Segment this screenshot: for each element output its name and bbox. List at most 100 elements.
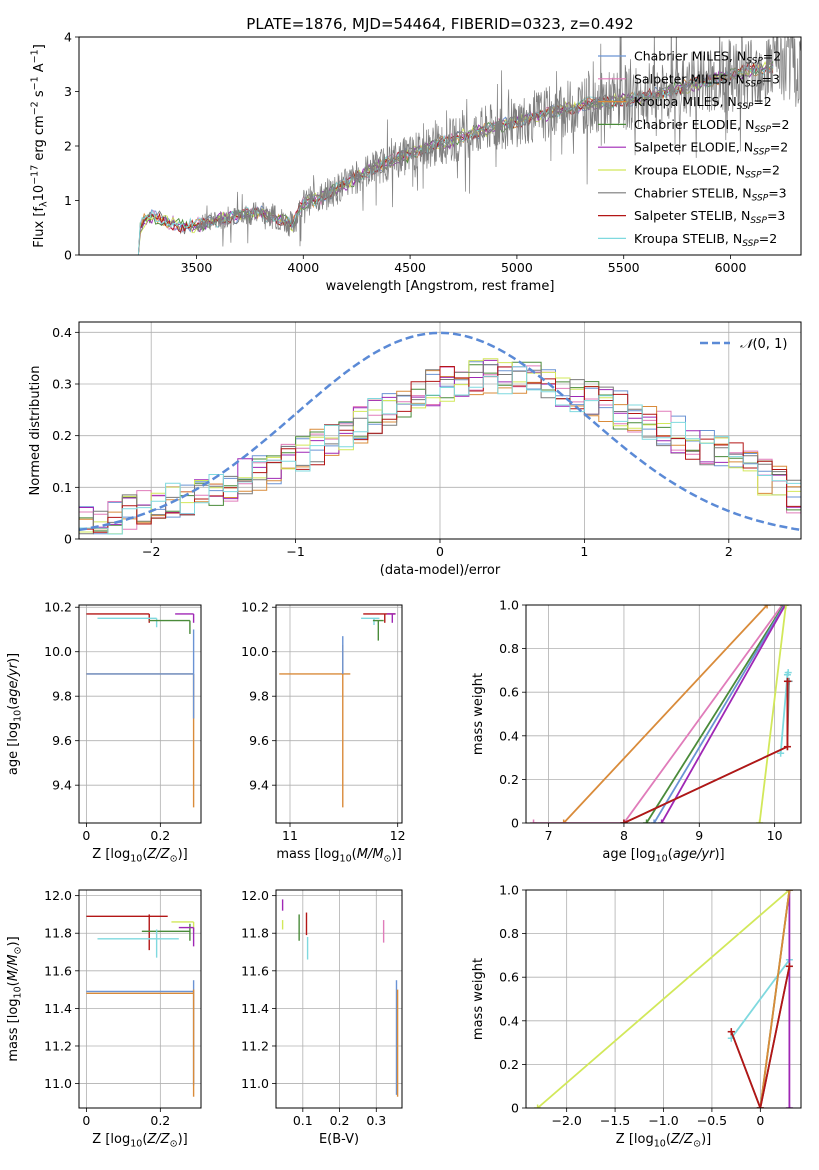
spectrum-ylabel-part: −17 xyxy=(30,165,41,185)
legend-entry: Kroupa ELODIE, NSSP=2 xyxy=(634,163,780,181)
weight-vs-Z-xlabel: Z [log10(Z/Z⊙)] xyxy=(616,1132,711,1150)
weight-vs-Z-xlabel-part: ( xyxy=(666,1132,671,1147)
weight-vs-age-xtick-label: 10 xyxy=(767,828,783,843)
weight-vs-age-plot-area xyxy=(526,605,801,823)
legend-text: Chabrier ELODIE, N xyxy=(634,117,754,132)
mass-weight-line xyxy=(563,605,768,823)
age-vs-mass-ytick-label: 9.6 xyxy=(249,733,269,748)
legend-entry: Kroupa MILES, NSSP=2 xyxy=(634,94,772,112)
legend-text: Kroupa STELIB, N xyxy=(634,231,742,246)
spectrum-xtick-label: 4500 xyxy=(394,260,426,275)
weight-vs-age-xlabel-part: ( xyxy=(668,847,673,862)
mass-weight-line xyxy=(759,890,791,1108)
spectrum-ylabel-part: ] xyxy=(32,44,47,49)
legend-sub: SSP xyxy=(746,57,763,67)
age-vs-Z-ytick-label: 9.4 xyxy=(52,778,72,793)
weight-vs-Z-ylabel-part: mass weight xyxy=(471,958,486,1040)
mass-vs-Z-ylabel-part: M/M xyxy=(6,954,21,981)
mass-vs-Z-xlabel-part: ( xyxy=(142,1132,147,1147)
spectrum-ytick-label: 2 xyxy=(64,139,72,154)
age-vs-mass-xtick-label: 11 xyxy=(282,828,298,843)
spectrum-xlabel: wavelength [Angstrom, rest frame] xyxy=(326,279,555,294)
legend-text: Salpeter STELIB, N xyxy=(634,208,750,223)
weight-vs-Z-ylabel: mass weight xyxy=(471,958,486,1040)
weight-vs-age-ylabel-part: mass weight xyxy=(471,673,486,755)
age-vs-mass-xlabel-part: mass [log xyxy=(276,847,339,862)
legend-text: Salpeter ELODIE, N xyxy=(634,140,753,155)
legend-sub: SSP xyxy=(737,102,754,112)
weight-vs-age-xlabel-part: age/yr xyxy=(673,847,716,862)
spectrum-frame xyxy=(78,36,802,256)
mass-vs-Z-xlabel-part: ⊙ xyxy=(170,1139,178,1150)
weight-vs-age-xlabel-part: age [log xyxy=(602,847,655,862)
spectrum-xtick-label: 5500 xyxy=(608,260,640,275)
age-vs-Z-frame xyxy=(78,604,202,824)
weight-vs-Z-xlabel-part: 10 xyxy=(654,1139,666,1150)
age-vs-Z-plot-area xyxy=(79,605,201,823)
spectrum-panel: 3500 4000 4500 5000 5500 6000 0 1 2 3 4 wavelength … xyxy=(30,30,802,294)
legend-text: =2 xyxy=(770,140,788,155)
legend-entry: Chabrier MILES, NSSP=2 xyxy=(634,49,781,67)
residuals-ytick-label: 0.4 xyxy=(52,325,72,340)
spectrum-xtick-label: 5000 xyxy=(501,260,533,275)
mass-vs-EBV-xtick-label: 0.3 xyxy=(366,1113,386,1128)
weight-vs-Z-plot-area xyxy=(526,890,801,1108)
legend-text: =2 xyxy=(763,49,781,64)
age-vs-Z-xlabel-part: ( xyxy=(142,847,147,862)
legend-text: Chabrier STELIB, N xyxy=(634,185,752,200)
weight-vs-Z-xlabel-part: Z/Z xyxy=(670,1132,694,1147)
legend-text: Chabrier MILES, N xyxy=(634,49,746,64)
age-vs-Z-ylabel: age [log10(age/yr)] xyxy=(6,653,24,775)
mass-vs-Z-panel: 0 0.211.011.211.411.611.812.0Z [log10(Z/Z… xyxy=(6,888,202,1150)
age-vs-mass-xlabel: mass [log10(M/M⊙)] xyxy=(276,847,401,865)
data-spectrum-line xyxy=(197,37,801,247)
mass-vs-Z-plot-area xyxy=(79,890,201,1108)
spectrum-ylabel-part: −1 xyxy=(30,76,41,90)
weight-vs-age-xtick-label: 9 xyxy=(695,828,703,843)
residuals-frame xyxy=(78,321,802,540)
weight-vs-Z-xlabel-part: Z [log xyxy=(616,1132,654,1147)
spectrum-ytick-label: 1 xyxy=(64,193,72,208)
weight-vs-Z-ytick-label: 1.0 xyxy=(499,883,519,898)
legend-sub: SSP xyxy=(752,193,769,203)
legend-sub: SSP xyxy=(753,148,770,158)
weight-vs-Z-ytick-label: 0.8 xyxy=(499,926,519,941)
legend-entry: Kroupa STELIB, NSSP=2 xyxy=(634,231,777,249)
age-vs-mass-ytick-label: 10.2 xyxy=(241,600,269,615)
mass-vs-EBV-ytick-label: 11.6 xyxy=(241,963,269,978)
legend-text: Kroupa ELODIE, N xyxy=(634,163,745,178)
mass-weight-line xyxy=(730,959,791,1039)
residuals-ytick-label: 0.1 xyxy=(52,480,72,495)
weight-vs-Z-xtick-label: −1.0 xyxy=(648,1113,678,1128)
weight-vs-age-ytick-label: 0.8 xyxy=(499,641,519,656)
legend-sub: SSP xyxy=(742,239,759,249)
age-vs-Z-ylabel-part: 10 xyxy=(13,710,24,722)
age-vs-mass-ytick-label: 9.4 xyxy=(249,778,269,793)
mass-vs-Z-xlabel-part: )] xyxy=(178,1132,188,1147)
legend-text: =2 xyxy=(753,94,771,109)
mass-vs-Z-ylabel-part: ( xyxy=(6,981,21,986)
age-vs-mass-xtick-label: 12 xyxy=(390,828,406,843)
panels: 3500 4000 4500 5000 5500 600001234wavelength … xyxy=(6,30,802,1150)
spectrum-xtick-label: 6000 xyxy=(715,260,747,275)
legend-sub: SSP xyxy=(745,79,762,89)
weight-vs-age-xlabel: age [log10(age/yr)] xyxy=(602,847,724,865)
weight-vs-age-ytick-label: 0 xyxy=(511,816,519,831)
legend-entry: Salpeter STELIB, NSSP=3 xyxy=(634,208,785,226)
age-vs-mass-frame xyxy=(275,604,403,824)
residuals-xtick-label: −2 xyxy=(142,544,160,559)
spectrum-plot-area xyxy=(134,37,801,255)
residuals-xlabel: (data-model)/error xyxy=(380,563,501,578)
residuals-ylabel: Normed distribution xyxy=(28,366,43,496)
legend-entry: Salpeter ELODIE, NSSP=2 xyxy=(634,140,788,158)
mass-vs-Z-xtick-label: 0 xyxy=(82,1113,90,1128)
residuals-xtick-label: −1 xyxy=(286,544,304,559)
residuals-xtick-label: 0 xyxy=(436,544,444,559)
weight-vs-Z-xtick-label: −0.5 xyxy=(697,1113,727,1128)
weight-vs-age-xtick-label: 8 xyxy=(620,828,628,843)
age-vs-Z-xlabel-part: ⊙ xyxy=(170,854,178,865)
spectrum-ylabel-part: Flux [f xyxy=(32,207,47,248)
mass-vs-Z-ylabel: mass [log10(M/M⊙)] xyxy=(6,936,24,1061)
